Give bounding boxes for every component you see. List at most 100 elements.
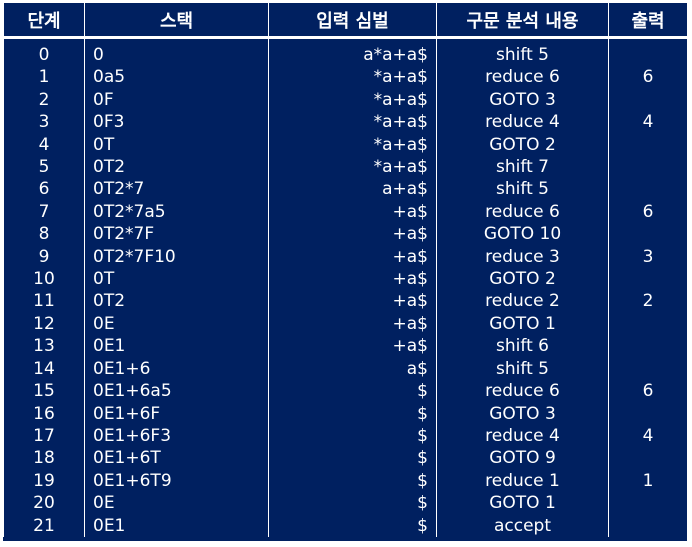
step-cell: 15 (3, 380, 85, 403)
stack-cell: 0T2*7 (84, 178, 269, 201)
input-cell: +a$ (268, 312, 437, 336)
output-cell (608, 223, 688, 246)
action-cell: accept (436, 514, 609, 537)
action-cell: reduce 3 (436, 245, 609, 269)
stack-cell: 0E1+6T9 (84, 469, 269, 493)
header-step: 단계 (3, 3, 85, 39)
table-row: 13 0E1 +a$ shift 6 (3, 335, 688, 358)
stack-cell: 0E1 (84, 514, 269, 537)
action-cell: GOTO 3 (436, 88, 609, 112)
action-cell: shift 6 (436, 335, 609, 358)
header-output: 출력 (608, 3, 688, 39)
table-row: 21 0E1 $ accept (3, 514, 688, 537)
action-cell: shift 5 (436, 44, 609, 67)
spacer-row (3, 37, 688, 44)
step-cell: 20 (3, 492, 85, 515)
step-cell: 3 (3, 111, 85, 134)
action-cell: GOTO 1 (436, 492, 609, 515)
input-cell: +a$ (268, 200, 437, 224)
step-cell: 16 (3, 402, 85, 425)
output-cell (608, 357, 688, 381)
step-cell: 7 (3, 200, 85, 224)
step-cell: 11 (3, 290, 85, 313)
table-row: 10 0T +a$ GOTO 2 (3, 268, 688, 291)
step-cell: 19 (3, 469, 85, 493)
action-cell: GOTO 2 (436, 133, 609, 157)
input-cell: *a+a$ (268, 88, 437, 112)
output-cell (608, 514, 688, 537)
step-cell: 14 (3, 357, 85, 381)
input-cell: *a+a$ (268, 133, 437, 157)
input-cell: $ (268, 447, 437, 470)
stack-cell: 0 (84, 44, 269, 67)
input-cell: $ (268, 514, 437, 537)
table-body: 0 0 a*a+a$ shift 5 1 0a5 *a+a$ reduce 6 6 2 0F *a+a… (3, 37, 688, 537)
stack-cell: 0T2 (84, 290, 269, 313)
stack-cell: 0T (84, 268, 269, 291)
output-cell (608, 44, 688, 67)
input-cell: $ (268, 402, 437, 425)
step-cell: 10 (3, 268, 85, 291)
input-cell: +a$ (268, 290, 437, 313)
input-cell: +a$ (268, 268, 437, 291)
step-cell: 9 (3, 245, 85, 269)
output-cell: 4 (608, 111, 688, 134)
stack-cell: 0T2*7F (84, 223, 269, 246)
step-cell: 8 (3, 223, 85, 246)
output-cell: 4 (608, 424, 688, 448)
action-cell: GOTO 1 (436, 312, 609, 336)
step-cell: 12 (3, 312, 85, 336)
output-cell (608, 133, 688, 157)
step-cell: 4 (3, 133, 85, 157)
table-row: 18 0E1+6T $ GOTO 9 (3, 447, 688, 470)
table-row: 4 0T *a+a$ GOTO 2 (3, 133, 688, 157)
input-cell: a$ (268, 357, 437, 381)
step-cell: 0 (3, 44, 85, 67)
input-cell: $ (268, 424, 437, 448)
stack-cell: 0E1+6 (84, 357, 269, 381)
input-cell: a*a+a$ (268, 44, 437, 67)
table-row: 8 0T2*7F +a$ GOTO 10 (3, 223, 688, 246)
input-cell: $ (268, 380, 437, 403)
action-cell: GOTO 9 (436, 447, 609, 470)
output-cell (608, 178, 688, 201)
step-cell: 6 (3, 178, 85, 201)
input-cell: +a$ (268, 245, 437, 269)
table-row: 12 0E +a$ GOTO 1 (3, 312, 688, 336)
action-cell: reduce 2 (436, 290, 609, 313)
input-cell: *a+a$ (268, 66, 437, 89)
stack-cell: 0T2*7a5 (84, 200, 269, 224)
stack-cell: 0E1+6F (84, 402, 269, 425)
stack-cell: 0F (84, 88, 269, 112)
step-cell: 21 (3, 514, 85, 537)
step-cell: 13 (3, 335, 85, 358)
output-cell: 6 (608, 66, 688, 89)
stack-cell: 0E1+6T (84, 447, 269, 470)
input-cell: +a$ (268, 223, 437, 246)
header-stack: 스택 (84, 3, 269, 39)
table-row: 6 0T2*7 a+a$ shift 5 (3, 178, 688, 201)
action-cell: reduce 4 (436, 111, 609, 134)
action-cell: shift 5 (436, 357, 609, 381)
action-cell: reduce 6 (436, 66, 609, 89)
input-cell: *a+a$ (268, 156, 437, 179)
header-row: 단계 스택 입력 심벌 구문 분석 내용 출력 (3, 3, 688, 39)
input-cell: a+a$ (268, 178, 437, 201)
action-cell: reduce 1 (436, 469, 609, 493)
step-cell: 2 (3, 88, 85, 112)
action-cell: reduce 4 (436, 424, 609, 448)
output-cell: 6 (608, 380, 688, 403)
action-cell: shift 5 (436, 178, 609, 201)
stack-cell: 0E (84, 312, 269, 336)
stack-cell: 0T (84, 133, 269, 157)
table-row: 20 0E $ GOTO 1 (3, 492, 688, 515)
stack-cell: 0E1 (84, 335, 269, 358)
